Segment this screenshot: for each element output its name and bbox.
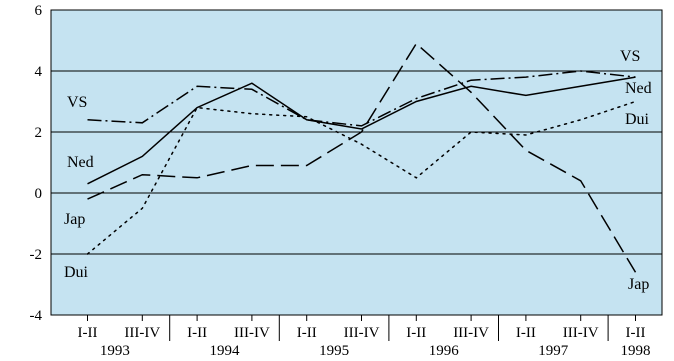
- x-tick-label: I-II: [187, 325, 207, 341]
- x-year-label: 1993: [100, 343, 130, 359]
- x-year-label: 1998: [621, 343, 651, 359]
- x-tick-label: I-II: [406, 325, 426, 341]
- y-tick-label: 6: [35, 3, 43, 19]
- x-tick-label: III-IV: [453, 325, 489, 341]
- y-tick-label: -2: [30, 247, 43, 263]
- series-line-ned: [87, 76, 636, 185]
- x-tick-label: I-II: [516, 325, 536, 341]
- series-label-dui-left: Dui: [64, 264, 89, 281]
- x-year-label: 1997: [538, 343, 569, 359]
- x-year-label: 1994: [210, 343, 241, 359]
- series-line-vs: [87, 70, 636, 127]
- series-label-ned-left: Ned: [67, 154, 94, 171]
- series-line-dui: [86, 100, 637, 255]
- y-tick-label: 4: [35, 64, 43, 80]
- x-year-label: 1996: [429, 343, 460, 359]
- series-label-vs-left: VS: [67, 94, 87, 111]
- series-label-jap-right: Jap: [628, 276, 649, 293]
- x-tick-label: I-II: [297, 325, 317, 341]
- plot-frame: [50, 9, 663, 316]
- y-tick-label: 0: [35, 186, 43, 202]
- x-tick-label: I-II: [626, 325, 646, 341]
- series-label-ned-right: Ned: [625, 80, 652, 97]
- x-tick-label: III-IV: [563, 325, 599, 341]
- y-tick-label: 2: [35, 125, 43, 141]
- x-tick-label: I-II: [78, 325, 98, 341]
- x-tick-label: III-IV: [124, 325, 160, 341]
- series-label-vs-right: VS: [620, 48, 640, 65]
- x-year-label: 1995: [319, 343, 349, 359]
- x-tick-label: III-IV: [234, 325, 270, 341]
- series-label-jap-left: Jap: [64, 211, 85, 228]
- plot-background: [51, 10, 662, 315]
- series-line-jap: [87, 42, 637, 273]
- x-tick-label: III-IV: [344, 325, 380, 341]
- series-label-dui-right: Dui: [625, 111, 650, 128]
- y-tick-label: -4: [30, 308, 43, 324]
